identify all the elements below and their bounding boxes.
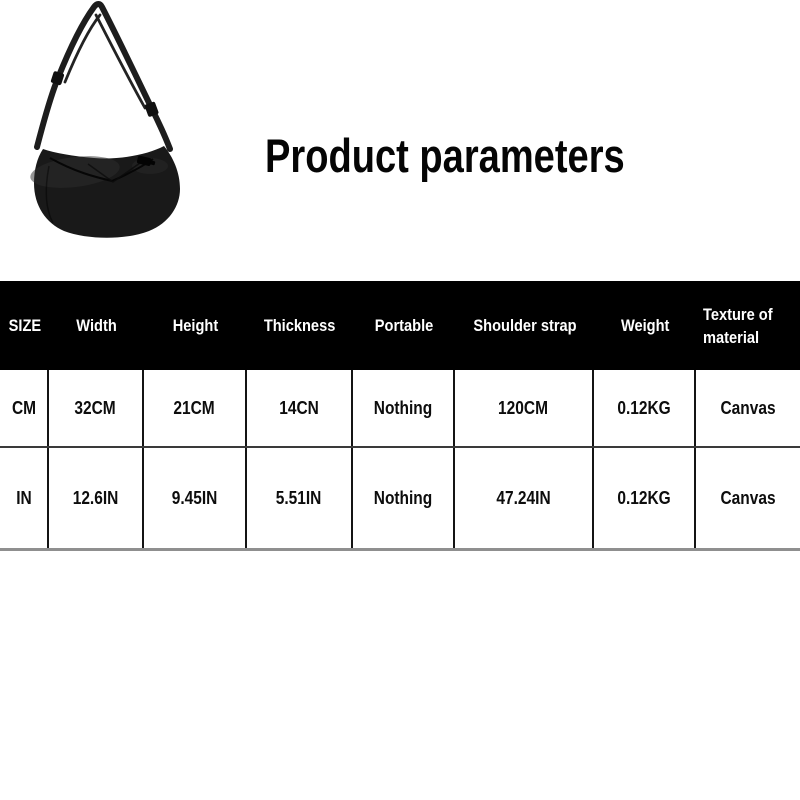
strap-buckle-left <box>50 71 65 86</box>
cell-cm-thickness: 14CN <box>247 370 353 446</box>
table-header-row: SIZE Width Height Thickness Portable Sho… <box>0 281 800 370</box>
cell-text: 0.12KG <box>617 487 671 508</box>
header-label-texture: Texture of material <box>703 304 773 347</box>
header-cell-size: SIZE <box>0 281 49 370</box>
cell-text: 32CM <box>74 397 117 418</box>
bag-seam-left <box>49 157 113 182</box>
cell-text: 0.12KG <box>617 397 671 418</box>
table-row-in: IN 12.6IN 9.45IN 5.51IN Nothing 47.24IN … <box>0 446 800 551</box>
cell-cm-portable: Nothing <box>353 370 455 446</box>
bag-strap-inner-left <box>63 13 102 84</box>
cell-in-weight: 0.12KG <box>594 448 696 548</box>
cell-in-portable: Nothing <box>353 448 455 548</box>
row-label-in: IN <box>0 448 49 548</box>
header-label-weight: Weight <box>620 315 670 335</box>
cell-in-shoulder-strap: 47.24IN <box>455 448 594 548</box>
header-label-width: Width <box>76 315 117 335</box>
cell-text: Nothing <box>373 397 433 418</box>
table-row-cm: CM 32CM 21CM 14CN Nothing 120CM 0.12KG C… <box>0 370 800 446</box>
parameters-table: SIZE Width Height Thickness Portable Sho… <box>0 281 800 551</box>
header-cell-shoulder-strap: Shoulder strap <box>455 281 594 370</box>
row-label-cm: CM <box>0 370 49 446</box>
cell-cm-shoulder-strap: 120CM <box>455 370 594 446</box>
header-cell-texture: Texture of material <box>696 281 800 370</box>
cell-cm-weight: 0.12KG <box>594 370 696 446</box>
cell-text: CM <box>11 397 36 418</box>
bag-strap-inner-right <box>94 13 147 110</box>
cell-in-height: 9.45IN <box>144 448 247 548</box>
cell-text: 21CM <box>173 397 216 418</box>
header-cell-weight: Weight <box>594 281 696 370</box>
cell-text: 120CM <box>498 397 549 418</box>
zipper-pull-icon <box>136 155 156 166</box>
cell-text: Canvas <box>720 397 776 418</box>
cell-in-texture: Canvas <box>696 448 800 548</box>
header-label-shoulder-strap: Shoulder strap <box>472 315 577 335</box>
header-cell-width: Width <box>49 281 144 370</box>
strap-buckle-right <box>144 101 159 117</box>
header-label-height: Height <box>172 315 219 335</box>
page-title: Product parameters <box>265 129 625 182</box>
cell-cm-texture: Canvas <box>696 370 800 446</box>
cell-text: Nothing <box>373 487 433 508</box>
cell-text: 12.6IN <box>72 487 119 508</box>
cell-text: Canvas <box>720 487 776 508</box>
header-cell-height: Height <box>144 281 247 370</box>
cell-text: IN <box>15 487 32 508</box>
cell-in-thickness: 5.51IN <box>247 448 353 548</box>
cell-text: 9.45IN <box>171 487 218 508</box>
bag-sheen <box>30 156 120 188</box>
cell-text: 47.24IN <box>496 487 551 508</box>
bag-side-crease <box>45 165 54 224</box>
header-label-size: SIZE <box>8 315 41 335</box>
bag-photo-svg <box>30 1 180 238</box>
header-cell-portable: Portable <box>353 281 455 370</box>
product-photo <box>0 0 210 250</box>
cell-in-width: 12.6IN <box>49 448 144 548</box>
header-cell-thickness: Thickness <box>247 281 353 370</box>
cell-cm-width: 32CM <box>49 370 144 446</box>
header-label-portable: Portable <box>374 315 434 335</box>
cell-text: 14CN <box>279 397 319 418</box>
cell-cm-height: 21CM <box>144 370 247 446</box>
header-label-thickness: Thickness <box>264 315 336 335</box>
bag-fold-line <box>87 162 141 183</box>
cell-text: 5.51IN <box>276 487 322 508</box>
